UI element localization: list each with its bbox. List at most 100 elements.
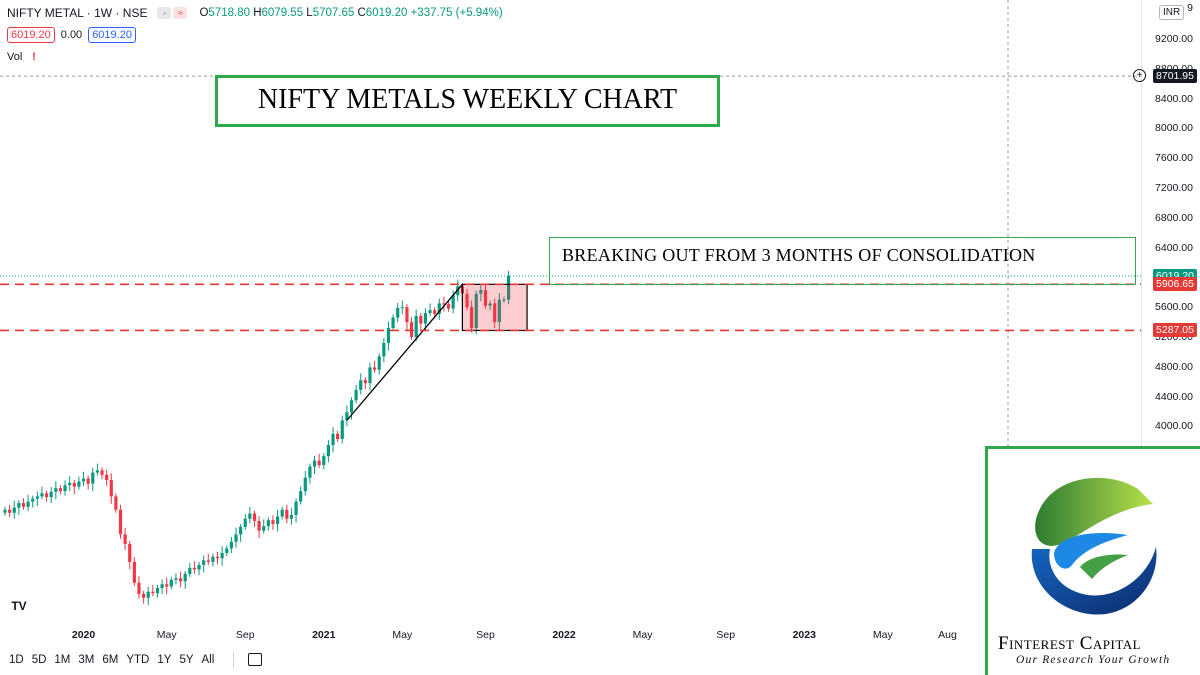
candle-body [146, 591, 150, 598]
price-tick: 6400.00 [1155, 241, 1193, 254]
period-button-6m[interactable]: 6M [102, 654, 119, 666]
candle-body [414, 316, 418, 337]
finterest-logo-icon [1031, 477, 1157, 615]
candle-body [132, 561, 136, 583]
candle-body [151, 591, 155, 594]
price-tick: 9200.00 [1155, 33, 1193, 45]
candle-body [105, 474, 109, 480]
candle-body [451, 295, 455, 309]
candle-body [72, 482, 76, 487]
candle-body [81, 478, 86, 482]
candle-body [470, 307, 474, 329]
calendar-icon[interactable] [248, 653, 262, 666]
candle-body [229, 541, 233, 549]
period-button-1d[interactable]: 1D [9, 654, 24, 666]
price-tick: 4400.00 [1155, 390, 1193, 403]
ohlc-readout: O5718.80 H6079.55 L5707.65 C6019.20 +337… [199, 7, 502, 19]
candle-body [433, 310, 437, 314]
candle-body [474, 293, 478, 329]
candle-body [91, 472, 95, 484]
breakout-note-box[interactable] [549, 237, 1136, 285]
candle-body [382, 342, 386, 357]
candle-body [118, 509, 123, 535]
candle-body [169, 579, 173, 587]
chart-title-annotation[interactable]: NIFTY METALS WEEKLY CHART [215, 75, 720, 127]
period-button-5d[interactable]: 5D [31, 654, 47, 666]
candle-body [215, 556, 220, 559]
volume-legend[interactable]: Vol! [7, 51, 36, 63]
candle-body [280, 509, 284, 517]
candle-body [262, 526, 266, 531]
candle-body [95, 470, 99, 473]
candle-body [257, 520, 261, 531]
time-tick: May [392, 629, 413, 641]
candle-body [419, 316, 423, 324]
ohlc-label: C [357, 7, 366, 19]
eye-icon[interactable]: ◦ [157, 7, 172, 19]
candle-body [239, 526, 243, 535]
candle-body [178, 578, 183, 582]
brand-name: Finterest Capital [998, 633, 1142, 654]
candle-body [234, 534, 238, 542]
currency-selector[interactable]: INR [1159, 5, 1185, 20]
candle-body [354, 389, 358, 401]
change-value: +337.75 (+5.94%) [410, 7, 503, 19]
period-button-3m[interactable]: 3M [78, 654, 95, 666]
candle-body [49, 491, 53, 498]
support-badge: 5287.05 [1153, 323, 1197, 338]
time-tick: May [156, 629, 177, 641]
candle-body [114, 496, 118, 510]
ohlc-label: O [199, 7, 209, 19]
candle-body [174, 578, 178, 580]
candle-body [493, 303, 497, 323]
candle-body [243, 518, 247, 527]
candle-body [26, 501, 30, 507]
candle-body [502, 299, 506, 301]
candle-body [248, 513, 252, 519]
warning-icon[interactable]: ! [32, 51, 36, 63]
compare-toggle[interactable]: ◦ ≈ [157, 7, 188, 19]
candle-body [183, 573, 187, 582]
period-button-all[interactable]: All [201, 654, 215, 666]
candle-body [405, 307, 409, 323]
wave-icon[interactable]: ≈ [173, 7, 188, 19]
candle-body [456, 286, 460, 296]
candle-body [326, 444, 330, 457]
candle-body [391, 317, 395, 329]
buy-price[interactable]: 6019.20 [88, 27, 136, 43]
tradingview-logo-icon[interactable]: TV [8, 596, 30, 616]
time-tick: 2022 [552, 629, 576, 641]
period-button-1m[interactable]: 1M [54, 654, 71, 666]
plus-icon[interactable]: + [1133, 69, 1146, 82]
price-tick: 7600.00 [1155, 152, 1193, 165]
candle-body [109, 479, 113, 497]
sell-price[interactable]: 6019.20 [7, 27, 55, 43]
candle-body [386, 328, 391, 343]
candle-body [303, 477, 307, 492]
time-tick: Sep [476, 629, 495, 641]
candle-body [165, 584, 169, 587]
candle-body [211, 556, 215, 562]
candle-body [340, 420, 344, 440]
candle-body [437, 303, 441, 314]
period-button-5y[interactable]: 5Y [179, 654, 194, 666]
period-button-1y[interactable]: 1Y [157, 654, 172, 666]
symbol-title[interactable]: NIFTY METAL · 1W · NSE [7, 6, 148, 20]
price-tick: 8400.00 [1155, 92, 1193, 105]
candle-body [266, 520, 270, 527]
candle-body [252, 513, 257, 521]
price-tick: 7200.00 [1155, 181, 1193, 194]
candle-body [100, 470, 104, 475]
candle-body [396, 307, 400, 318]
candle-body [123, 534, 127, 545]
high-value: 6079.55 [261, 7, 304, 19]
period-button-ytd[interactable]: YTD [126, 654, 150, 666]
candle-body [160, 584, 164, 588]
candle-body [12, 507, 16, 513]
candle-body [77, 481, 81, 487]
candle-body [220, 552, 224, 559]
price-tick: 6800.00 [1155, 211, 1193, 224]
symbol-header: NIFTY METAL · 1W · NSE ◦ ≈ O5718.80 H607… [7, 6, 503, 20]
candle-body [359, 380, 363, 390]
candle-body [349, 400, 354, 413]
